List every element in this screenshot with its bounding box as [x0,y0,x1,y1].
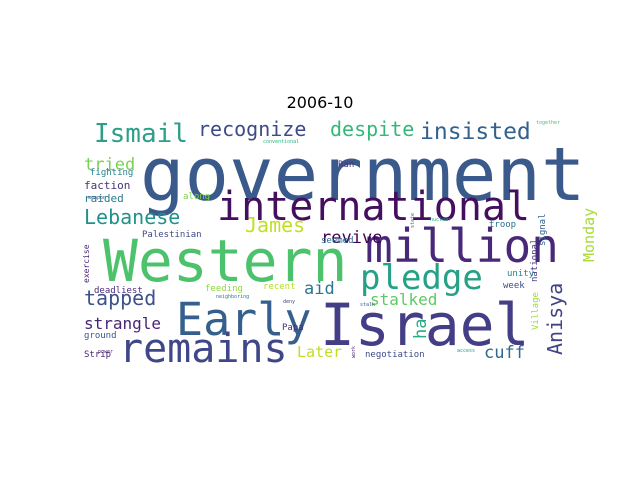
word-papa: Papa [282,323,304,333]
word-cuff: cuff [484,343,525,363]
word-seemed: seemed [321,236,354,246]
word-signal: signal [538,213,548,246]
word-james: James [245,213,305,237]
word-power: power [98,349,113,355]
word-deny: deny [283,299,295,305]
word-recent: recent [263,282,296,292]
word-state: state [410,213,416,228]
word-palestinian: Palestinian [142,230,202,240]
word-conventional: conventional [263,139,299,145]
word-along: along [183,192,210,202]
word-exercise: exercise [82,244,91,283]
word-feeding: feeding [205,284,243,294]
word-ha: ha [411,319,431,339]
word-recognize: recognize [198,117,306,141]
word-week: week [503,281,525,291]
word-unity: unity [507,269,535,279]
word-deadliest: deadliest [94,286,143,296]
word-aid: aid [304,279,335,299]
word-work: work [351,346,357,358]
word-stalked: stalked [370,290,437,309]
word-nuclear: nuclear [430,217,451,223]
word-neighboring: neighboring [216,294,249,300]
word-negotiation: negotiation [365,350,425,360]
word-village: Village [531,292,541,330]
word-together: together [536,120,560,126]
word-ismail: Ismail [94,119,188,149]
word-ground: ground [84,331,117,341]
word-weapon: weapon [88,195,106,201]
word-access: access [457,348,475,354]
word-faction: faction [84,179,130,192]
word-stalk: stalk [360,302,375,308]
word-fighting: fighting [90,168,133,178]
word-insisted: insisted [420,119,531,145]
word-lebanese: Lebanese [84,205,180,229]
word-despite: despite [330,117,414,141]
word-monday: Monday [580,208,598,262]
word-anisya: Anisya [543,283,567,355]
word-later: Later [297,343,342,361]
word-ran: Ran [338,160,354,170]
word-troop: troop [489,220,516,230]
